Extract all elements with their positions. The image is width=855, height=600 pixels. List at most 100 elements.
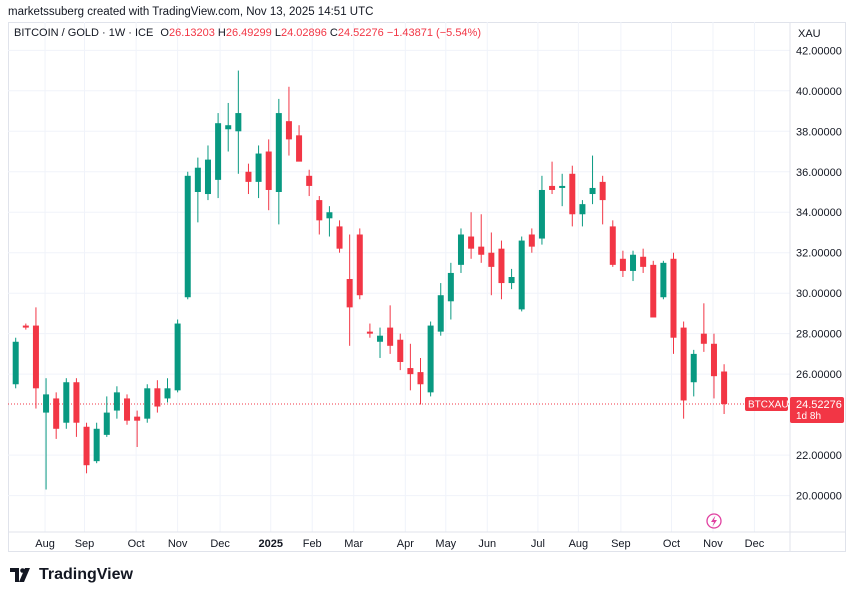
candle-body — [710, 343, 717, 377]
candle[interactable] — [316, 196, 323, 235]
tradingview-logo-icon — [10, 568, 30, 582]
candle-body — [377, 335, 384, 342]
candle[interactable] — [488, 232, 495, 296]
candle[interactable] — [366, 323, 373, 338]
candle[interactable] — [609, 220, 616, 267]
candle[interactable] — [225, 102, 232, 152]
candle[interactable] — [437, 283, 444, 336]
tradingview-logo[interactable]: TradingView — [10, 566, 133, 584]
candle[interactable] — [377, 327, 384, 358]
candle[interactable] — [619, 250, 626, 277]
candle[interactable] — [194, 157, 201, 223]
candle[interactable] — [255, 145, 262, 199]
candle[interactable] — [640, 248, 647, 273]
candle[interactable] — [478, 214, 485, 263]
candle[interactable] — [569, 165, 576, 227]
candle[interactable] — [144, 384, 151, 423]
candle[interactable] — [356, 228, 363, 300]
candle[interactable] — [690, 349, 697, 397]
candle[interactable] — [204, 145, 211, 201]
candle[interactable] — [43, 378, 50, 490]
candle-body — [336, 226, 343, 249]
candle[interactable] — [518, 236, 525, 312]
candle[interactable] — [285, 86, 292, 156]
candle[interactable] — [336, 220, 343, 253]
candle[interactable] — [447, 262, 454, 320]
candle[interactable] — [599, 175, 606, 225]
candle[interactable] — [306, 169, 313, 197]
candle[interactable] — [63, 378, 70, 429]
candle-body — [427, 325, 434, 393]
candle[interactable] — [468, 212, 475, 259]
candle[interactable] — [559, 173, 566, 207]
candle[interactable] — [296, 125, 303, 162]
candle[interactable] — [700, 303, 707, 352]
last-symbol-box — [745, 397, 788, 412]
candle[interactable] — [417, 357, 424, 405]
candle[interactable] — [134, 410, 141, 447]
candle-body — [559, 185, 566, 188]
candle[interactable] — [397, 333, 404, 371]
candle[interactable] — [407, 343, 414, 391]
candle[interactable] — [387, 305, 394, 354]
candle[interactable] — [184, 171, 191, 300]
candle-body — [144, 388, 151, 419]
candle[interactable] — [235, 70, 242, 174]
candle[interactable] — [12, 337, 19, 389]
candle[interactable] — [680, 321, 687, 419]
y-tick-label: 28.00000 — [796, 329, 842, 341]
candle[interactable] — [650, 260, 657, 318]
last-price-label: 24.52276 — [796, 399, 842, 411]
candle[interactable] — [32, 307, 39, 409]
candle[interactable] — [215, 113, 222, 199]
candle-body — [306, 175, 313, 186]
candle[interactable] — [670, 252, 677, 354]
candle[interactable] — [346, 234, 353, 346]
candle[interactable] — [549, 161, 556, 195]
candle-body — [73, 382, 80, 423]
candle[interactable] — [326, 206, 333, 237]
candle[interactable] — [630, 250, 637, 282]
candle[interactable] — [498, 240, 505, 300]
candle[interactable] — [164, 378, 171, 403]
candle-body — [508, 277, 515, 284]
candle[interactable] — [124, 394, 131, 425]
candle[interactable] — [579, 200, 586, 227]
candle[interactable] — [113, 386, 120, 419]
candle[interactable] — [427, 321, 434, 397]
candle[interactable] — [710, 333, 717, 399]
candle[interactable] — [589, 155, 596, 205]
candle[interactable] — [93, 422, 100, 464]
candle-body — [204, 159, 211, 195]
candle-body — [528, 234, 535, 247]
candle-body — [225, 125, 232, 130]
candle[interactable] — [83, 422, 90, 474]
candle[interactable] — [265, 139, 272, 211]
candle-body — [103, 412, 110, 435]
candle[interactable] — [245, 163, 252, 195]
chart-frame — [8, 22, 846, 552]
candle[interactable] — [53, 392, 60, 439]
candle[interactable] — [508, 268, 515, 290]
candle[interactable] — [275, 98, 282, 225]
candle[interactable] — [73, 378, 80, 437]
candle[interactable] — [174, 319, 181, 393]
candle-body — [296, 135, 303, 162]
candle[interactable] — [721, 364, 728, 415]
candle-body — [215, 123, 222, 180]
candle-body — [356, 234, 363, 296]
candle[interactable] — [528, 228, 535, 253]
y-tick-label: 20.00000 — [796, 491, 842, 503]
candle[interactable] — [103, 396, 110, 437]
candle-body — [468, 236, 475, 249]
candle[interactable] — [538, 175, 545, 245]
candle[interactable] — [154, 380, 161, 413]
candle-body — [579, 204, 586, 215]
candle[interactable] — [22, 323, 29, 330]
candle[interactable] — [660, 260, 667, 300]
candle-body — [184, 175, 191, 298]
candle[interactable] — [457, 228, 464, 273]
x-tick-label: Aug — [35, 538, 55, 550]
lightning-icon[interactable] — [706, 513, 722, 529]
